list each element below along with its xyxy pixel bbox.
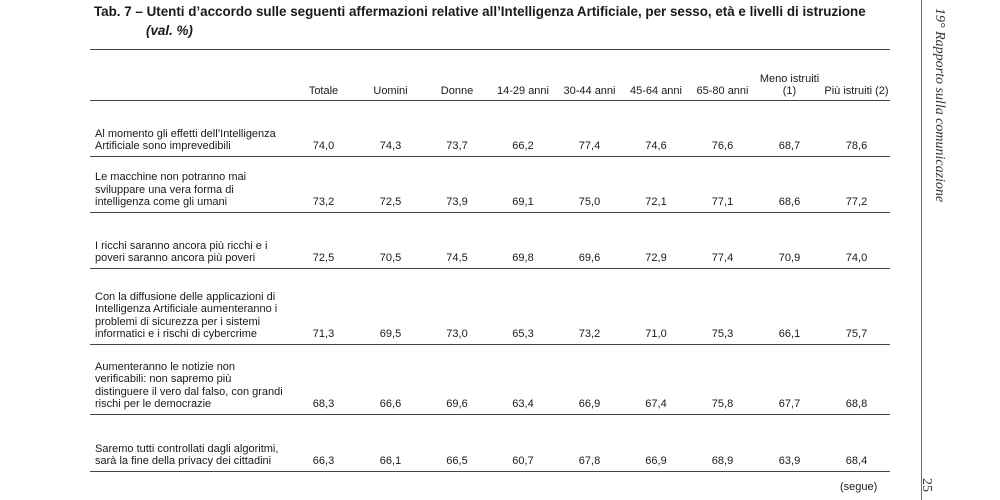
table-row: Le macchine non potranno mai sviluppare … bbox=[90, 156, 890, 213]
column-header: Meno istruiti (1) bbox=[756, 49, 823, 101]
survey-table: Totale Uomini Donne 14-29 anni 30-44 ann… bbox=[90, 49, 890, 472]
table-cell: 75,0 bbox=[556, 156, 623, 213]
table-cell: 68,6 bbox=[756, 156, 823, 213]
table-cell: 75,8 bbox=[689, 344, 756, 415]
table-cell: 73,2 bbox=[290, 156, 357, 213]
row-label: Saremo tutti controllati dagli algoritmi… bbox=[90, 414, 290, 472]
table-cell: 74,5 bbox=[424, 212, 490, 269]
row-label: I ricchi saranno ancora più ricchi e i p… bbox=[90, 212, 290, 269]
table-row: Aumenteranno le notizie non verificabili… bbox=[90, 344, 890, 415]
table-cell: 75,3 bbox=[689, 268, 756, 345]
table-cell: 66,2 bbox=[490, 100, 556, 157]
table-cell: 68,8 bbox=[823, 344, 890, 415]
table-cell: 77,2 bbox=[823, 156, 890, 213]
table-cell: 68,9 bbox=[689, 414, 756, 472]
table-cell: 77,1 bbox=[689, 156, 756, 213]
table-row: Saremo tutti controllati dagli algoritmi… bbox=[90, 414, 890, 472]
row-label: Al momento gli effetti dell’Intelligenza… bbox=[90, 100, 290, 157]
table-cell: 72,9 bbox=[623, 212, 689, 269]
table-cell: 76,6 bbox=[689, 100, 756, 157]
table-cell: 60,7 bbox=[490, 414, 556, 472]
table-cell: 67,7 bbox=[756, 344, 823, 415]
column-header: Uomini bbox=[357, 49, 424, 101]
column-header: Totale bbox=[290, 49, 357, 101]
table-cell: 66,9 bbox=[623, 414, 689, 472]
table-cell: 66,9 bbox=[556, 344, 623, 415]
table-cell: 69,6 bbox=[424, 344, 490, 415]
column-header: 30-44 anni bbox=[556, 49, 623, 101]
row-label: Aumenteranno le notizie non verificabili… bbox=[90, 344, 290, 415]
table-row: Con la diffusione delle applicazioni di … bbox=[90, 268, 890, 345]
table-cell: 74,3 bbox=[357, 100, 424, 157]
table-cell: 73,7 bbox=[424, 100, 490, 157]
table-body: Al momento gli effetti dell’Intelligenza… bbox=[90, 100, 890, 472]
header-row: Totale Uomini Donne 14-29 anni 30-44 ann… bbox=[90, 49, 890, 101]
header-blank bbox=[90, 49, 290, 101]
table-cell: 68,3 bbox=[290, 344, 357, 415]
table-cell: 66,1 bbox=[357, 414, 424, 472]
table-cell: 78,6 bbox=[823, 100, 890, 157]
table-cell: 66,1 bbox=[756, 268, 823, 345]
table-cell: 71,3 bbox=[290, 268, 357, 345]
table-cell: 68,4 bbox=[823, 414, 890, 472]
table-cell: 72,5 bbox=[357, 156, 424, 213]
table-cell: 74,6 bbox=[623, 100, 689, 157]
table-cell: 69,6 bbox=[556, 212, 623, 269]
table-cell: 67,4 bbox=[623, 344, 689, 415]
table-cell: 75,7 bbox=[823, 268, 890, 345]
running-header: 19° Rapporto sulla comunicazione bbox=[932, 8, 947, 203]
table-cell: 66,6 bbox=[357, 344, 424, 415]
table-caption: Tab. 7 – Utenti d’accordo sulle seguenti… bbox=[94, 2, 914, 40]
table-cell: 69,8 bbox=[490, 212, 556, 269]
table-cell: 74,0 bbox=[823, 212, 890, 269]
table-cell: 73,9 bbox=[424, 156, 490, 213]
row-label: Le macchine non potranno mai sviluppare … bbox=[90, 156, 290, 213]
table-title: Tab. 7 – Utenti d’accordo sulle seguenti… bbox=[94, 4, 866, 19]
column-header: Più istruiti (2) bbox=[823, 49, 890, 101]
table-cell: 77,4 bbox=[556, 100, 623, 157]
table-cell: 67,8 bbox=[556, 414, 623, 472]
table-cell: 63,9 bbox=[756, 414, 823, 472]
table-cell: 71,0 bbox=[623, 268, 689, 345]
table-cell: 70,9 bbox=[756, 212, 823, 269]
margin-rule bbox=[921, 0, 922, 500]
table-cell: 65,3 bbox=[490, 268, 556, 345]
row-label: Con la diffusione delle applicazioni di … bbox=[90, 268, 290, 345]
table-cell: 72,5 bbox=[290, 212, 357, 269]
column-header: 45-64 anni bbox=[623, 49, 689, 101]
table-cell: 74,0 bbox=[290, 100, 357, 157]
table-cell: 69,5 bbox=[357, 268, 424, 345]
table-cell: 73,2 bbox=[556, 268, 623, 345]
page-number: 25 bbox=[919, 478, 934, 492]
column-header: Donne bbox=[424, 49, 490, 101]
table-row: Al momento gli effetti dell’Intelligenza… bbox=[90, 100, 890, 157]
table-cell: 72,1 bbox=[623, 156, 689, 213]
table-row: I ricchi saranno ancora più ricchi e i p… bbox=[90, 212, 890, 269]
column-header: 14-29 anni bbox=[490, 49, 556, 101]
table-cell: 66,3 bbox=[290, 414, 357, 472]
column-header: 65-80 anni bbox=[689, 49, 756, 101]
table-cell: 73,0 bbox=[424, 268, 490, 345]
table-cell: 70,5 bbox=[357, 212, 424, 269]
table-cell: 68,7 bbox=[756, 100, 823, 157]
table-cell: 69,1 bbox=[490, 156, 556, 213]
table-cell: 77,4 bbox=[689, 212, 756, 269]
continued-note: (segue) bbox=[840, 481, 878, 493]
table-cell: 66,5 bbox=[424, 414, 490, 472]
table-cell: 63,4 bbox=[490, 344, 556, 415]
table-subtitle: (val. %) bbox=[146, 23, 193, 38]
